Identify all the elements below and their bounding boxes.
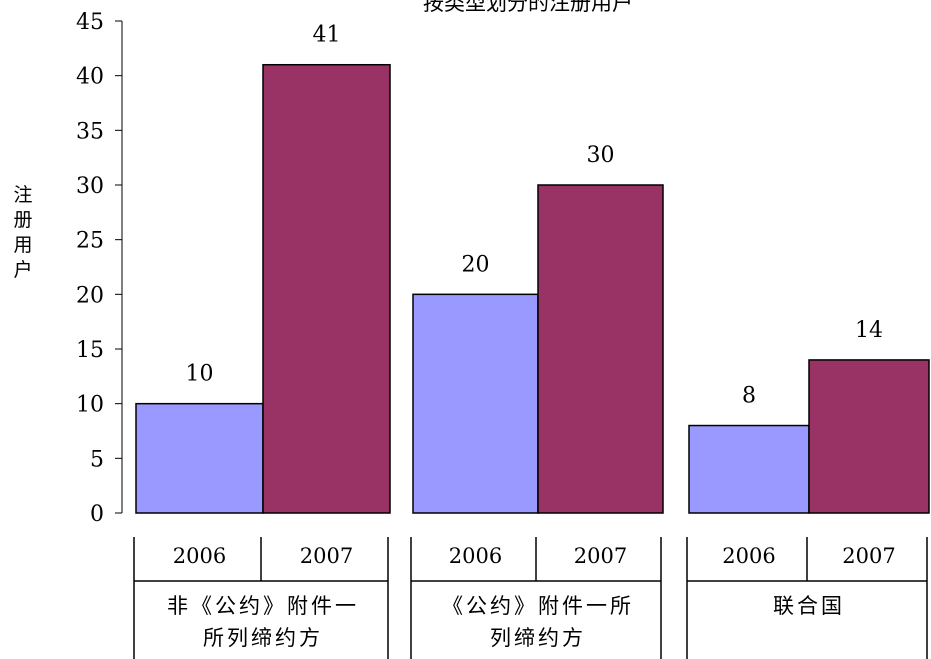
data-label: 20: [462, 252, 490, 277]
group-label: 《公约》附件一所: [442, 594, 634, 618]
bar-2007-group-2: [537, 184, 664, 514]
y-axis-label-char: 注: [13, 184, 32, 206]
y-axis-label-char: 户: [13, 259, 32, 281]
bar-2007-group-1: [262, 63, 391, 514]
y-tick-label: 15: [76, 338, 104, 363]
y-axis-label: 注册用户: [13, 184, 32, 281]
y-tick-label: 25: [76, 229, 104, 254]
y-tick-label: 45: [76, 10, 104, 35]
y-tick-label: 5: [90, 447, 104, 472]
group-label: 所列缔约方: [203, 626, 323, 650]
data-label: 10: [186, 362, 214, 387]
data-label: 8: [742, 384, 756, 409]
group-label: 非《公约》附件一: [167, 594, 359, 618]
series-year-label: 2007: [842, 544, 895, 568]
y-axis: 0 5 10 15 20 25 30 35 40 45: [76, 10, 123, 527]
y-tick-label: 40: [76, 65, 104, 90]
bars-layer: 10 41 20 30 8 14: [135, 23, 930, 514]
y-tick-label: 0: [90, 502, 104, 527]
y-axis-label-char: 册: [13, 209, 32, 231]
bar-2007-group-3: [808, 359, 930, 514]
chart-title: 按类型划分的注册用户: [423, 0, 633, 15]
group-label: 列缔约方: [490, 626, 586, 650]
y-axis-label-char: 用: [13, 234, 32, 256]
y-tick-label: 35: [76, 119, 104, 144]
bar-2006-group-2: [412, 293, 539, 514]
data-label: 14: [855, 318, 883, 343]
series-year-label: 2006: [722, 544, 775, 568]
series-year-label: 2006: [173, 544, 226, 568]
data-label: 30: [587, 143, 615, 168]
series-year-label: 2006: [449, 544, 502, 568]
y-tick-label: 10: [76, 393, 104, 418]
group-label: 联合国: [773, 594, 845, 618]
bar-2006-group-1: [135, 402, 264, 514]
y-tick-label: 20: [76, 283, 104, 308]
y-tick-label: 30: [76, 174, 104, 199]
series-year-label: 2007: [300, 544, 353, 568]
data-label: 41: [313, 23, 341, 48]
bar-2006-group-3: [688, 424, 810, 514]
series-year-label: 2007: [574, 544, 627, 568]
